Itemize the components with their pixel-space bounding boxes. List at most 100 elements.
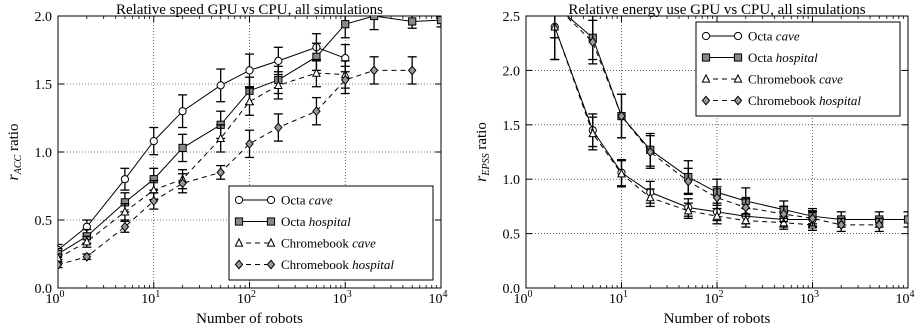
legend-box — [228, 185, 434, 281]
legend-name: Chromebook — [748, 93, 819, 108]
legend-entry: Octa cave — [748, 29, 800, 44]
x-tick-base: 10 — [514, 292, 528, 307]
y-label-main: r — [473, 175, 490, 182]
data-point — [312, 106, 321, 117]
x-axis-label: Number of robots — [664, 311, 771, 327]
data-point — [741, 202, 751, 213]
x-tick-label: 103 — [333, 289, 352, 307]
data-point — [274, 122, 283, 133]
data-point — [245, 66, 254, 75]
legend-marker — [234, 259, 244, 270]
data-point — [216, 133, 226, 142]
y-label-suffix: ratio — [6, 124, 22, 155]
legend-name-italic: cave — [776, 29, 800, 44]
x-axis-label: Number of robots — [196, 311, 303, 327]
data-point — [340, 74, 350, 85]
data-point — [683, 205, 693, 215]
data-point — [178, 107, 187, 116]
data-point — [588, 37, 598, 48]
legend: Octa cave Octa hospital Chromebook cave Chr… — [228, 185, 434, 281]
data-point — [312, 67, 321, 77]
x-tick-base: 10 — [333, 292, 347, 307]
legend-marker — [701, 95, 711, 106]
legend-name: Chromebook — [748, 72, 819, 87]
data-point — [836, 219, 846, 230]
data-point — [216, 81, 225, 90]
x-tick-exponent: 1 — [623, 289, 628, 300]
x-tick-base: 10 — [705, 292, 719, 307]
legend-entry: Chromebook cave — [281, 236, 376, 251]
y-tick-label: 0.5 — [503, 228, 521, 243]
legend-entry: Octa hospital — [281, 214, 351, 229]
data-point — [808, 213, 817, 224]
legend-name: Octa — [281, 214, 309, 229]
legend-name: Octa — [748, 50, 776, 65]
data-point — [178, 143, 187, 153]
data-point — [273, 80, 283, 89]
x-tick-exponent: 2 — [719, 289, 724, 300]
data-point — [407, 65, 417, 76]
legend-marker — [266, 217, 276, 226]
y-tick-label: 2.5 — [503, 10, 521, 25]
data-point — [712, 192, 722, 203]
legend-marker — [234, 237, 244, 247]
series-line — [58, 46, 346, 251]
y-label-suffix: ratio — [474, 122, 490, 153]
legend-name: Octa — [748, 29, 776, 44]
x-tick-exponent: 3 — [347, 289, 352, 300]
series-4 — [550, 16, 884, 233]
y-tick-label: 1.0 — [35, 146, 53, 161]
data-point — [617, 168, 626, 178]
legend-name-italic: hospital — [819, 93, 861, 108]
legend-marker — [701, 31, 711, 41]
data-point — [58, 252, 63, 262]
legend-marker — [733, 31, 743, 41]
chart-title: Relative speed GPU vs CPU, all simulatio… — [116, 2, 383, 18]
legend-marker — [733, 73, 743, 83]
x-tick-label: 100 — [46, 289, 65, 307]
y-axis-label: rEPSS ratio — [473, 122, 492, 182]
y-tick-label: 1.5 — [35, 78, 53, 93]
data-point — [551, 2, 558, 9]
series-4 — [58, 56, 417, 270]
y-tick-label: 1.0 — [503, 173, 521, 188]
data-point — [874, 219, 884, 230]
data-point — [741, 215, 751, 225]
data-point — [245, 138, 254, 149]
y-tick-label: 2.0 — [503, 64, 521, 79]
y-tick-label: 1.5 — [503, 119, 521, 134]
data-point — [369, 16, 379, 21]
x-tick-label: 103 — [800, 289, 819, 307]
x-tick-label: 102 — [237, 289, 256, 307]
x-tick-exponent: 1 — [155, 289, 160, 300]
x-tick-base: 10 — [896, 292, 910, 307]
legend-name-italic: hospital — [352, 257, 394, 272]
x-tick-label: 102 — [705, 289, 724, 307]
legend-marker — [701, 73, 711, 83]
legend-name-italic: cave — [309, 193, 333, 208]
legend-name-italic: cave — [819, 72, 843, 87]
x-tick-exponent: 3 — [814, 289, 819, 300]
data-point — [617, 111, 626, 122]
legend-marker — [234, 217, 244, 226]
data-point — [436, 16, 441, 25]
legend-name: Chromebook — [281, 257, 352, 272]
x-tick-base: 10 — [609, 292, 623, 307]
series-3 — [58, 58, 350, 263]
data-point — [274, 56, 283, 65]
legend-name-italic: hospital — [309, 214, 351, 229]
data-point — [369, 65, 379, 76]
x-tick-label: 100 — [514, 289, 533, 307]
x-tick-exponent: 4 — [443, 289, 448, 300]
data-point — [683, 176, 693, 187]
data-point — [82, 251, 92, 262]
legend-marker — [266, 259, 276, 270]
x-tick-label: 101 — [141, 289, 160, 307]
data-point — [779, 209, 789, 219]
series-line — [554, 26, 813, 226]
legend-marker — [266, 237, 276, 247]
legend-box — [695, 21, 901, 117]
series-line — [58, 69, 413, 266]
